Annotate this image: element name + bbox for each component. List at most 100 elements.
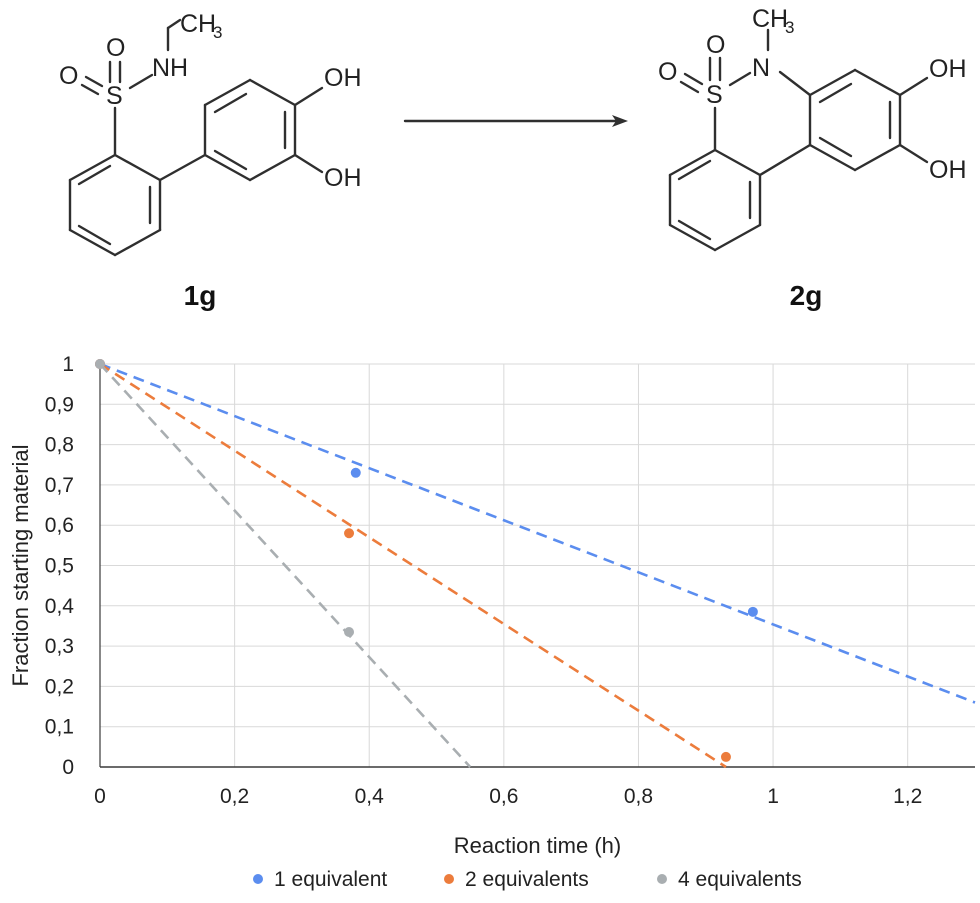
bond [203, 78, 252, 107]
bond [677, 219, 712, 241]
y-tick-label: 0,3 [45, 635, 74, 658]
kinetics-chart: 0 0,1 0,2 0,3 0,4 0,5 0,6 0,7 0,8 0,9 1 0 0,2 0,4 0,6 0… [8, 353, 976, 891]
bond [818, 136, 853, 158]
bond [128, 73, 154, 90]
bond [80, 83, 100, 96]
y-tick-label: 0,2 [45, 675, 74, 698]
methyl-group: CH [180, 10, 216, 38]
x-axis-title: Reaction time (h) [454, 833, 622, 858]
data-point [747, 606, 758, 617]
x-tick-label: 0,8 [624, 785, 653, 808]
bond [84, 75, 104, 88]
data-points [95, 359, 758, 762]
bond [77, 224, 112, 246]
bond [293, 153, 324, 174]
legend-label: 2 equivalents [465, 868, 589, 891]
oxygen-atom: O [59, 62, 78, 90]
x-tick-label: 1,2 [893, 785, 922, 808]
y-axis-title: Fraction starting material [8, 444, 33, 686]
bond [677, 159, 712, 181]
reactant-label: 1g [184, 280, 217, 311]
y-tick-label: 0,9 [45, 393, 74, 416]
y-tick-label: 0,7 [45, 474, 74, 497]
x-tick-label: 1 [767, 785, 779, 808]
bond [668, 148, 717, 177]
bond [758, 143, 812, 177]
bond [77, 164, 112, 186]
data-point [720, 751, 731, 762]
bond [166, 18, 182, 30]
bond [808, 143, 857, 172]
data-point [344, 528, 355, 539]
bond [68, 228, 117, 257]
x-tick-label: 0 [94, 785, 106, 808]
bond [818, 82, 853, 104]
y-tick-label: 0,4 [45, 595, 75, 618]
legend-label: 1 equivalent [274, 868, 387, 891]
bond [778, 70, 812, 97]
product-label: 2g [790, 280, 823, 311]
nh-group: NH [152, 54, 188, 82]
sulfur-atom: S [106, 82, 123, 110]
oxygen-atom: O [706, 31, 725, 59]
legend-label: 4 equivalents [678, 868, 802, 891]
bond [898, 76, 929, 97]
nitrogen-atom: N [752, 54, 770, 82]
oxygen-atom: O [658, 58, 677, 86]
hydroxyl-group: OH [324, 64, 362, 92]
x-tick-label: 0,2 [220, 785, 249, 808]
legend-marker [444, 874, 454, 884]
x-tick-label: 0,6 [489, 785, 518, 808]
trendline [99, 362, 727, 769]
bond [213, 149, 248, 171]
data-point [95, 359, 105, 369]
bond [293, 86, 324, 107]
bond [808, 68, 857, 97]
legend: 1 equivalent 2 equivalents 4 equivalents [253, 868, 802, 891]
data-point [350, 467, 361, 478]
hydroxyl-group: OH [324, 164, 362, 192]
trendline [99, 363, 472, 768]
hydroxyl-group: OH [929, 55, 967, 83]
bond [668, 223, 717, 252]
bond [679, 80, 700, 94]
y-tick-label: 0,5 [45, 555, 74, 578]
bond [713, 223, 762, 252]
bond [213, 92, 248, 114]
legend-marker [657, 874, 667, 884]
bond [853, 143, 902, 172]
bond [853, 68, 902, 97]
bond [113, 228, 162, 257]
sulfur-atom: S [706, 81, 723, 109]
reaction-scheme: S O O NH CH 3 OH OH 1g [59, 5, 967, 311]
bond [203, 153, 252, 182]
y-tick-label: 0,6 [45, 514, 74, 537]
reaction-arrow [403, 115, 628, 127]
gridlines [99, 363, 975, 768]
bond [248, 78, 297, 107]
bond [248, 153, 297, 182]
y-tick-label: 0 [62, 756, 74, 779]
methyl-subscript: 3 [213, 23, 222, 42]
data-point [344, 626, 355, 637]
bond [68, 153, 117, 182]
bond [158, 153, 207, 182]
tick-labels: 0 0,1 0,2 0,3 0,4 0,5 0,6 0,7 0,8 0,9 1 0 0,2 0,4 0,6 0… [45, 353, 922, 808]
bond [683, 72, 704, 86]
y-tick-label: 0,8 [45, 434, 74, 457]
y-tick-label: 0,1 [45, 716, 74, 739]
x-tick-label: 0,4 [355, 785, 385, 808]
axes [99, 364, 975, 768]
y-tick-label: 1 [62, 353, 74, 376]
reactant-1g-structure: S O O NH CH 3 OH OH 1g [59, 10, 362, 311]
arrow-head [612, 115, 628, 127]
hydroxyl-group: OH [929, 156, 967, 184]
trendlines [99, 362, 976, 769]
bond [713, 148, 762, 177]
product-2g-structure: S O O N CH 3 OH OH 2g [658, 5, 967, 311]
methyl-group: CH [752, 5, 788, 33]
trendline [99, 362, 976, 704]
bond [728, 71, 752, 87]
legend-marker [253, 874, 263, 884]
bond [113, 153, 162, 182]
